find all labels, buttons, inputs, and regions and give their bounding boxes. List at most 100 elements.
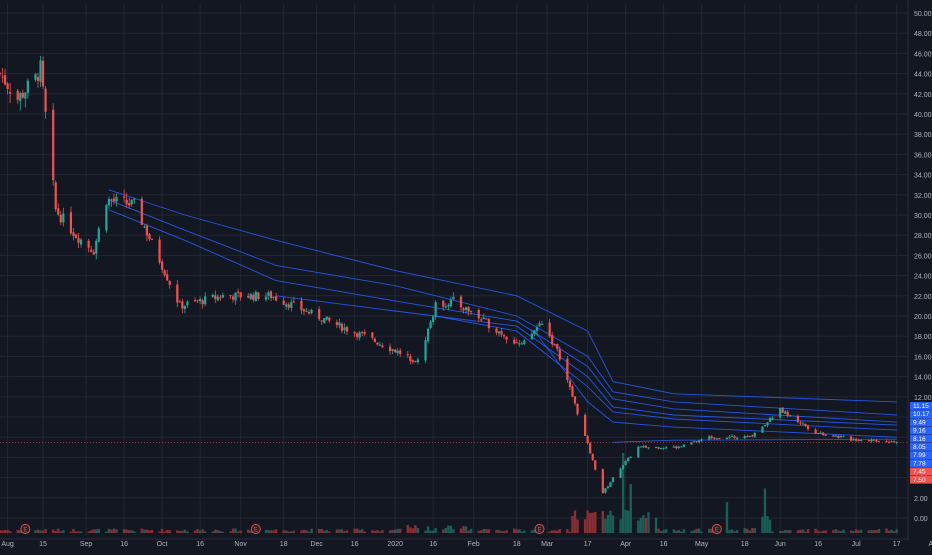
- candle: [338, 318, 341, 329]
- candle: [695, 440, 698, 444]
- candle-body: [485, 318, 488, 320]
- volume-bar: [500, 530, 503, 533]
- candle: [548, 319, 551, 339]
- price-badge-label: 11.15: [913, 403, 929, 410]
- volume-bar: [69, 531, 73, 533]
- candle: [264, 292, 268, 302]
- candle-body: [69, 212, 73, 234]
- volume-bar: [426, 526, 430, 533]
- candle: [553, 343, 556, 346]
- candle: [611, 477, 615, 483]
- candle: [556, 343, 559, 352]
- candle-body: [148, 234, 151, 240]
- volume-bar: [239, 530, 242, 533]
- candle: [837, 435, 840, 439]
- candle: [647, 447, 650, 450]
- candle: [535, 324, 539, 336]
- candle: [558, 346, 561, 362]
- candle: [518, 339, 521, 347]
- candle-body: [482, 317, 485, 320]
- candle-body: [586, 436, 589, 444]
- volume-bar: [837, 530, 840, 533]
- y-tick-label: 38.00: [914, 132, 932, 139]
- candle: [237, 288, 240, 298]
- candle: [515, 338, 518, 344]
- volume-bar: [523, 530, 526, 533]
- candle: [110, 198, 113, 207]
- candle: [806, 424, 810, 431]
- candle: [766, 421, 769, 428]
- candle-body: [885, 441, 888, 443]
- volume-bar: [302, 529, 306, 533]
- candle: [44, 86, 47, 119]
- volume-bar: [133, 531, 136, 533]
- volume-bar: [533, 529, 536, 533]
- volume-bar: [690, 531, 693, 533]
- candle: [601, 468, 604, 494]
- volume-bar: [477, 530, 480, 533]
- ribbon-line: [276, 295, 897, 426]
- candle: [761, 426, 764, 433]
- candles: [0, 55, 898, 494]
- candle-body: [95, 240, 98, 254]
- candle-body: [115, 196, 118, 202]
- earnings-marker-circle: [250, 524, 261, 534]
- volume-bar: [801, 529, 805, 533]
- candle-body: [239, 292, 242, 298]
- candle-body: [158, 239, 161, 263]
- candle: [852, 437, 855, 441]
- candle: [893, 440, 896, 443]
- volume-bar: [822, 530, 825, 533]
- candle: [713, 437, 716, 440]
- volume-bar: [895, 529, 898, 533]
- candle-body: [568, 380, 572, 388]
- candle-body: [857, 440, 860, 442]
- volume-bar: [642, 515, 645, 533]
- candle: [462, 306, 465, 314]
- volume-bar: [556, 530, 559, 533]
- candle: [730, 434, 734, 437]
- x-tick-label: 16: [351, 541, 359, 548]
- volume-bar: [700, 531, 703, 533]
- candle-body: [540, 323, 544, 325]
- volume-bar: [870, 530, 873, 533]
- volume-bar: [115, 529, 118, 533]
- candle-body: [181, 301, 184, 309]
- volume-bar: [62, 530, 65, 533]
- candle-body: [219, 297, 222, 299]
- candle-body: [39, 60, 42, 83]
- candle: [467, 306, 470, 316]
- candle-body: [361, 332, 364, 334]
- earnings-marker: E: [250, 524, 261, 534]
- x-tick-label: Dec: [310, 541, 323, 548]
- volume-bar: [325, 529, 328, 533]
- price-badge: 10.17: [910, 410, 932, 418]
- volume-bar: [105, 531, 108, 533]
- volume-bar: [892, 531, 896, 533]
- candle-body: [274, 296, 278, 301]
- candle-body: [107, 199, 111, 206]
- candle: [57, 203, 60, 217]
- volume-bar: [434, 527, 437, 533]
- candle: [123, 189, 126, 203]
- volume-bar: [568, 531, 572, 533]
- volume-bar: [469, 528, 473, 533]
- y-tick-label: 20.00: [914, 314, 932, 321]
- x-tick-label: 16: [814, 541, 822, 548]
- candle-body: [505, 337, 508, 340]
- volume-bar: [682, 529, 686, 533]
- candle-body: [822, 432, 825, 436]
- candle-body: [736, 437, 739, 439]
- price-badge-bg: [910, 418, 932, 427]
- y-tick-label: 32.00: [914, 193, 932, 200]
- candle-body: [105, 205, 108, 231]
- volume-bar: [264, 530, 268, 533]
- candle: [718, 437, 721, 440]
- volume-bar: [839, 531, 843, 533]
- x-tick-label: 15: [39, 541, 47, 548]
- volume-bar: [768, 519, 772, 533]
- candle-body: [576, 403, 579, 415]
- price-badge: 7.45: [910, 467, 932, 476]
